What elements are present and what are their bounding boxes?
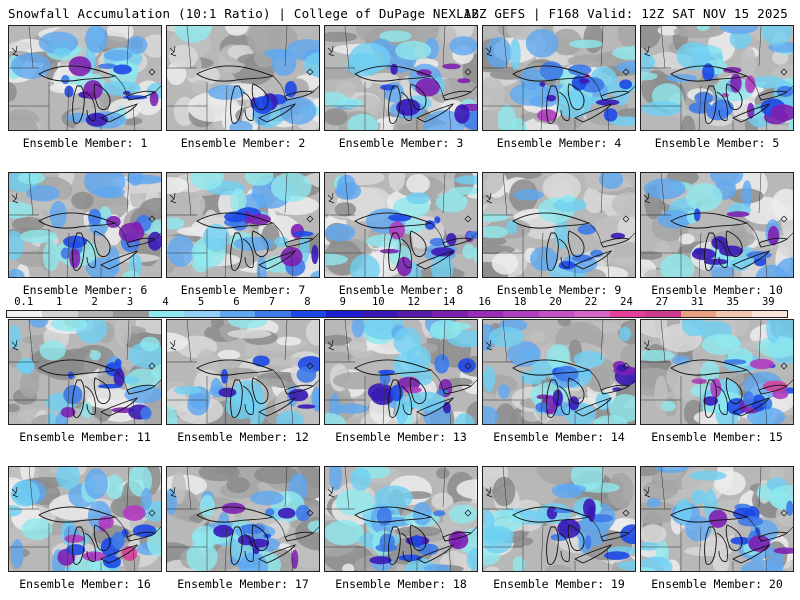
colorbar-label: 10 [371, 296, 385, 308]
ensemble-map [640, 172, 794, 278]
colorbar-swatch [574, 311, 610, 317]
colorbar-swatch [645, 311, 681, 317]
ensemble-map [640, 25, 794, 131]
ensemble-member-label: Ensemble Member: 7 [180, 283, 306, 297]
colorbar-swatch [113, 311, 149, 317]
colorbar-label: 16 [478, 296, 491, 308]
colorbar [6, 310, 788, 318]
ensemble-member-label: Ensemble Member: 14 [493, 430, 625, 444]
colorbar-swatch [432, 311, 468, 317]
ensemble-map [482, 172, 636, 278]
ensemble-member-label: Ensemble Member: 10 [651, 283, 783, 297]
ensemble-map [324, 319, 478, 425]
ensemble-member-label: Ensemble Member: 12 [177, 430, 309, 444]
ensemble-map [640, 466, 794, 572]
colorbar-label: 4 [162, 296, 169, 308]
colorbar-swatch [290, 311, 327, 317]
colorbar-swatch [538, 311, 575, 317]
colorbar-swatch [751, 311, 787, 317]
ensemble-member-label: Ensemble Member: 9 [496, 283, 622, 297]
colorbar-label: 12 [407, 296, 421, 308]
colorbar-label: 20 [549, 296, 562, 308]
ensemble-member-label: Ensemble Member: 5 [654, 136, 780, 150]
colorbar-label: 39 [761, 296, 775, 308]
ensemble-member-label: Ensemble Member: 1 [22, 136, 148, 150]
colorbar-label: 22 [584, 296, 598, 308]
ensemble-member-label: Ensemble Member: 17 [177, 577, 309, 591]
colorbar-label: 5 [197, 296, 205, 308]
ensemble-map [8, 466, 162, 572]
colorbar-swatch [467, 311, 504, 317]
colorbar-label: 7 [268, 296, 276, 308]
ensemble-map [166, 25, 320, 131]
ensemble-member-label: Ensemble Member: 2 [180, 136, 306, 150]
ensemble-map [8, 172, 162, 278]
ensemble-member-label: Ensemble Member: 8 [338, 283, 464, 297]
colorbar-label: 2 [91, 296, 98, 308]
ensemble-member-label: Ensemble Member: 6 [22, 283, 148, 297]
colorbar-swatch [184, 311, 220, 317]
ensemble-map [482, 25, 636, 131]
ensemble-map [482, 466, 636, 572]
ensemble-member-label: Ensemble Member: 18 [335, 577, 467, 591]
colorbar-label: 14 [442, 296, 456, 308]
colorbar-label: 24 [620, 296, 633, 308]
ensemble-map [8, 319, 162, 425]
valid-time: 12Z GEFS | F168 Valid: 12Z SAT NOV 15 20… [463, 6, 788, 21]
colorbar-label: 1 [56, 296, 63, 308]
ensemble-member-label: Ensemble Member: 13 [335, 430, 467, 444]
ensemble-map [166, 172, 320, 278]
ensemble-member-label: Ensemble Member: 16 [19, 577, 151, 591]
colorbar-label: 27 [655, 296, 669, 308]
colorbar-swatch [148, 311, 185, 317]
ensemble-member-label: Ensemble Member: 3 [338, 136, 464, 150]
colorbar-swatch [609, 311, 646, 317]
colorbar-swatch [716, 311, 752, 317]
ensemble-map [324, 172, 478, 278]
colorbar-label: 18 [513, 296, 527, 308]
colorbar-label: 3 [126, 296, 134, 308]
colorbar-label: 31 [691, 296, 704, 308]
colorbar-swatch [42, 311, 78, 317]
colorbar-label: 35 [726, 296, 740, 308]
colorbar-swatch [361, 311, 397, 317]
chart-title: Snowfall Accumulation (10:1 Ratio) | Col… [8, 6, 480, 21]
colorbar-swatch [680, 311, 717, 317]
ensemble-map [324, 466, 478, 572]
ensemble-member-label: Ensemble Member: 19 [493, 577, 625, 591]
ensemble-member-label: Ensemble Member: 20 [651, 577, 783, 591]
ensemble-map [324, 25, 478, 131]
colorbar-swatch [326, 311, 362, 317]
colorbar-swatch [503, 311, 539, 317]
ensemble-map [8, 25, 162, 131]
colorbar-labels: 0.1 1 2 3 4 5 6 7 8 9 10 12 14 16 18 20 22 24 27 31 35 39 [6, 296, 786, 308]
colorbar-swatch [396, 311, 433, 317]
colorbar-swatch [219, 311, 256, 317]
colorbar-label: 6 [233, 296, 240, 308]
ensemble-member-label: Ensemble Member: 11 [19, 430, 151, 444]
colorbar-swatch [7, 311, 43, 317]
colorbar-label: 9 [339, 296, 346, 308]
colorbar-swatch [77, 311, 114, 317]
ensemble-member-label: Ensemble Member: 4 [496, 136, 622, 150]
ensemble-map [166, 466, 320, 572]
colorbar-label: 0.1 [14, 296, 34, 308]
ensemble-map [640, 319, 794, 425]
ensemble-map [166, 319, 320, 425]
colorbar-label: 8 [304, 296, 311, 308]
ensemble-member-label: Ensemble Member: 15 [651, 430, 783, 444]
colorbar-swatch [255, 311, 291, 317]
ensemble-map [482, 319, 636, 425]
